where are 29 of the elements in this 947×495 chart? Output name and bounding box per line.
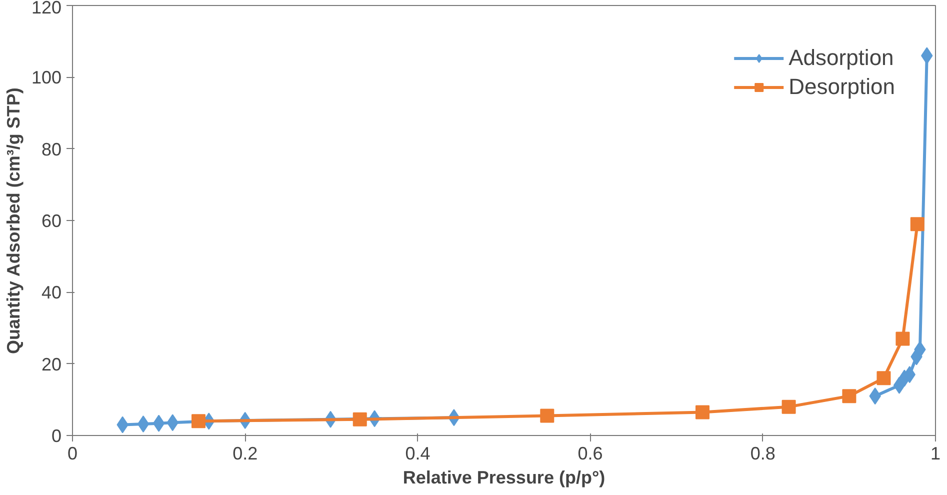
x-tick-label: 0.8 bbox=[750, 444, 776, 464]
point bbox=[695, 405, 710, 420]
point bbox=[896, 332, 910, 346]
y-tick-label: 0 bbox=[51, 426, 62, 446]
legend-label: Desorption bbox=[788, 74, 895, 100]
point bbox=[876, 371, 891, 386]
x-tick-label: 0.6 bbox=[578, 444, 603, 464]
x-tick-label: 0.4 bbox=[405, 444, 430, 464]
y-axis-title: Quantity Adsorbed (cm³/g STP) bbox=[3, 88, 24, 354]
legend-label: Adsorption bbox=[788, 45, 894, 71]
point bbox=[352, 412, 367, 426]
point bbox=[192, 414, 206, 428]
y-tick-label: 80 bbox=[41, 139, 62, 160]
y-tick-label: 60 bbox=[41, 211, 62, 231]
x-tick-label: 1 bbox=[930, 444, 941, 464]
point bbox=[842, 389, 856, 404]
point bbox=[910, 217, 924, 232]
point bbox=[914, 341, 926, 358]
y-tick-label: 100 bbox=[31, 68, 62, 88]
point bbox=[137, 416, 150, 433]
x-tick-label: 0 bbox=[67, 444, 78, 464]
point bbox=[540, 408, 554, 423]
y-tick-label: 120 bbox=[31, 0, 62, 18]
x-tick-label: 0.2 bbox=[232, 444, 258, 464]
x-axis-title: Relative Pressure (p/p°) bbox=[402, 468, 606, 488]
point bbox=[782, 400, 796, 414]
point bbox=[152, 414, 165, 432]
y-tick-label: 40 bbox=[41, 282, 62, 303]
y-tick-label: 20 bbox=[41, 354, 62, 374]
